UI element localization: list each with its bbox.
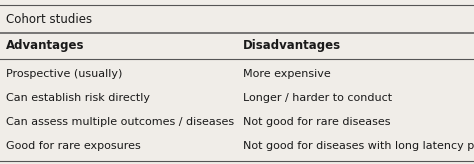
Text: Not good for rare diseases: Not good for rare diseases (243, 117, 390, 127)
Text: Good for rare exposures: Good for rare exposures (6, 141, 140, 151)
Text: Disadvantages: Disadvantages (243, 39, 341, 52)
Text: Not good for diseases with long latency periods: Not good for diseases with long latency … (243, 141, 474, 151)
Text: Prospective (usually): Prospective (usually) (6, 69, 122, 79)
Text: Can assess multiple outcomes / diseases: Can assess multiple outcomes / diseases (6, 117, 234, 127)
Text: Longer / harder to conduct: Longer / harder to conduct (243, 93, 392, 103)
Text: Can establish risk directly: Can establish risk directly (6, 93, 150, 103)
Text: Cohort studies: Cohort studies (6, 13, 92, 26)
Text: More expensive: More expensive (243, 69, 330, 79)
Text: Advantages: Advantages (6, 39, 84, 52)
